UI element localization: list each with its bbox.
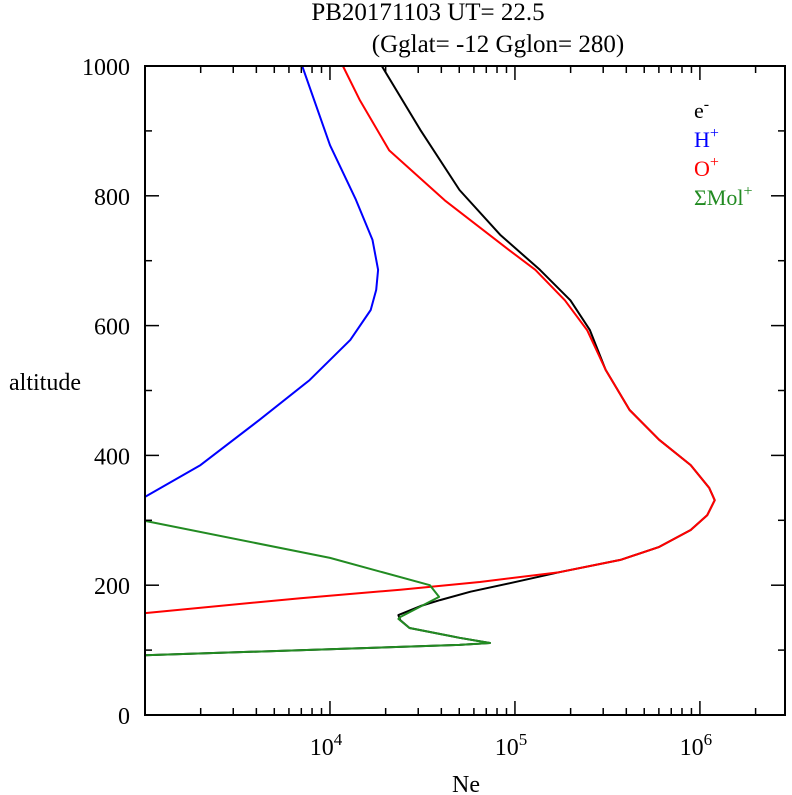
chart-title: PB20171103 UT= 22.5 — [311, 0, 544, 26]
legend-entry: H+ — [694, 125, 719, 152]
y-tick-label: 800 — [94, 185, 130, 211]
x-axis-label: Ne — [452, 772, 480, 795]
x-tick-label: 106 — [680, 730, 713, 761]
y-tick-label: 200 — [94, 574, 130, 600]
plot-frame — [144, 65, 786, 716]
legend-entry: ΣMol+ — [694, 183, 753, 210]
y-tick-label: 0 — [118, 704, 130, 730]
x-tick-exp: 4 — [334, 730, 343, 749]
legend-entry: O+ — [694, 154, 719, 181]
series-line-3 — [144, 519, 491, 657]
series-line-2 — [144, 65, 716, 615]
legend-entry: e- — [694, 96, 709, 123]
x-tick-label: 104 — [310, 730, 343, 761]
chart-subtitle: (Gglat= -12 Gglon= 280) — [372, 31, 624, 58]
x-tick-base: 10 — [495, 735, 519, 761]
legend-label: ΣMol — [694, 185, 743, 210]
legend-label: e — [694, 98, 704, 123]
x-tick-base: 10 — [680, 735, 704, 761]
legend-superscript: + — [743, 183, 752, 200]
series-line-0 — [144, 65, 716, 657]
x-tick-exp: 6 — [704, 730, 713, 749]
x-tick-base: 10 — [310, 735, 334, 761]
x-tick-exp: 5 — [519, 730, 528, 749]
legend-label: H — [694, 127, 710, 152]
series-line-1 — [144, 65, 380, 498]
legend-label: O — [694, 156, 710, 181]
y-tick-label: 1000 — [82, 55, 130, 81]
legend-superscript: + — [710, 125, 719, 142]
legend-superscript: + — [710, 154, 719, 171]
series-layer — [144, 65, 716, 657]
legend: e-H+O+ΣMol+ — [694, 96, 753, 210]
x-tick-label: 105 — [495, 730, 528, 761]
y-axis-label: altitude — [9, 370, 81, 396]
legend-superscript: - — [704, 96, 709, 113]
y-tick-label: 400 — [94, 444, 130, 470]
y-tick-label: 600 — [94, 315, 130, 341]
